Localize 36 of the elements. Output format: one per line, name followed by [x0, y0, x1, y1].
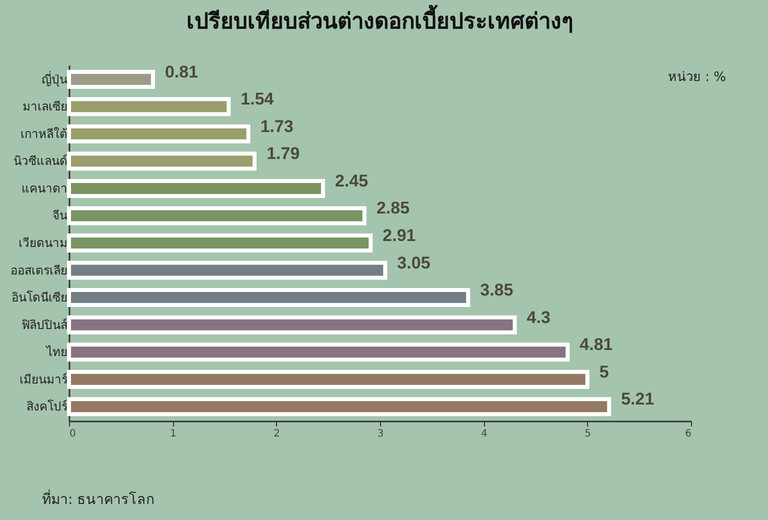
y-tick-label: ออสเตรเลีย — [10, 263, 68, 278]
x-tick-label: 1 — [170, 428, 176, 440]
x-tick-label: 2 — [274, 428, 280, 440]
y-tick-label: เมียนมาร์ — [20, 372, 68, 386]
y-tick-label: ญี่ปุ่น — [42, 70, 68, 88]
y-tick-label: อินโดนีเซีย — [12, 290, 68, 305]
y-tick-label: ฟิลิปปินส์ — [22, 318, 68, 332]
x-tick-label: 6 — [685, 428, 692, 440]
data-label: 1.79 — [266, 144, 300, 164]
chart-title: เปรียบเทียบส่วนต่างดอกเบี้ยประเทศต่างๆ — [186, 4, 574, 34]
data-label: 2.91 — [382, 226, 416, 245]
x-tick-label: 3 — [377, 428, 384, 440]
y-tick-label: แคนาดา — [22, 181, 68, 196]
data-label: 0.81 — [164, 62, 198, 82]
data-label: 5.21 — [621, 390, 654, 409]
text: ที่มา: ธนาคารโลก — [42, 488, 154, 510]
y-tick-label: นิวซีแลนด์ — [14, 154, 68, 168]
data-label: 5 — [599, 362, 609, 382]
data-label: 2.85 — [376, 198, 410, 218]
y-tick-label: ไทย — [46, 345, 68, 360]
y-tick-label: จีน — [52, 208, 68, 223]
data-label: 2.45 — [334, 171, 368, 190]
data-label: 1.73 — [260, 116, 294, 136]
y-tick-label: มาเลเซีย — [22, 100, 68, 114]
data-label: 3.05 — [397, 253, 430, 272]
data-label: 4.81 — [580, 335, 613, 354]
annotation: หน่วย : % — [668, 69, 726, 87]
data-label: 3.85 — [480, 280, 514, 300]
x-tick-label: 0 — [70, 428, 76, 440]
x-tick-label: 5 — [584, 428, 592, 440]
x-tick-label: 4 — [480, 428, 488, 440]
y-tick-label: เกาหลีใต้ — [20, 126, 68, 141]
data-label: 4.3 — [526, 308, 550, 327]
y-tick-label: สิงคโปร์ — [26, 400, 68, 414]
data-label: 1.54 — [240, 90, 274, 109]
y-tick-label: เวียดนาม — [18, 236, 68, 250]
